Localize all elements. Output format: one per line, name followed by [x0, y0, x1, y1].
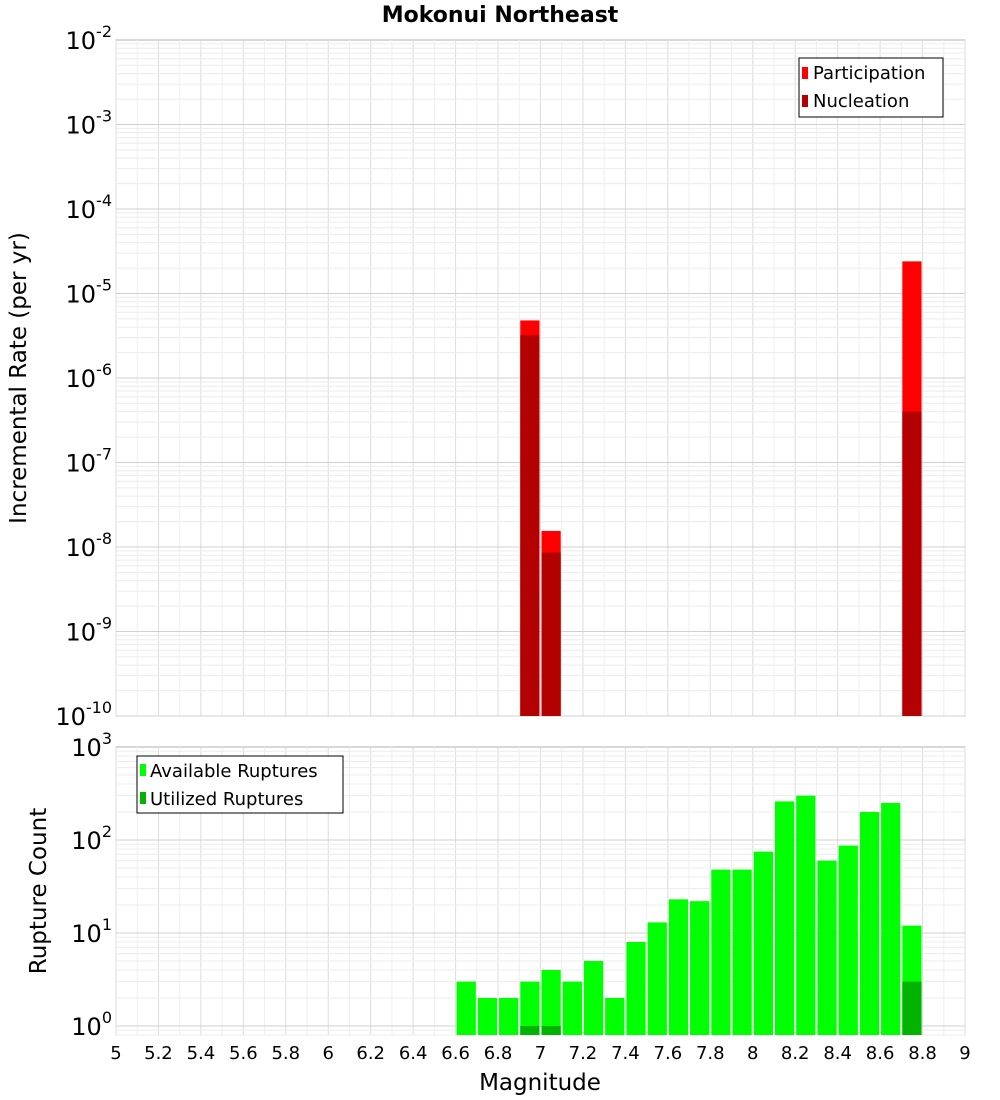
bar-available-ruptures: [859, 812, 880, 1035]
bar-available-ruptures: [796, 795, 816, 1035]
x-tick-label: 7: [535, 1043, 546, 1064]
top-y-axis-label: Incremental Rate (per yr): [6, 232, 32, 524]
bar-available-ruptures: [881, 802, 901, 1035]
bar-nucleation: [520, 335, 540, 716]
bar-utilized-ruptures: [902, 981, 922, 1035]
legend-label-utilized: Utilized Ruptures: [150, 789, 303, 810]
x-tick-label: 6.4: [399, 1043, 428, 1064]
chart-title: Mokonui Northeast: [382, 3, 619, 28]
bar-nucleation: [541, 552, 561, 716]
y-tick-label: 10-8: [66, 529, 113, 562]
y-tick-label: 10-2: [66, 22, 113, 55]
x-tick-label: 5.4: [187, 1043, 216, 1064]
y-tick-label: 100: [71, 1008, 112, 1041]
y-tick-label: 10-4: [66, 191, 113, 224]
x-tick-label: 5.2: [144, 1043, 173, 1064]
bar-available-ruptures: [668, 899, 689, 1035]
bar-available-ruptures: [477, 997, 498, 1035]
legend-swatch-participation: [802, 67, 808, 79]
bar-available-ruptures: [838, 845, 858, 1035]
bar-available-ruptures: [541, 969, 561, 1035]
x-tick-label: 6.6: [441, 1043, 470, 1064]
x-tick-label: 6: [323, 1043, 334, 1064]
bar-available-ruptures: [774, 801, 795, 1035]
x-tick-label: 7.4: [611, 1043, 640, 1064]
legend-swatch-utilized: [140, 792, 146, 804]
y-tick-label: 10-6: [66, 360, 113, 393]
x-tick-label: 8.4: [823, 1043, 852, 1064]
bar-available-ruptures: [753, 851, 773, 1035]
bar-available-ruptures: [605, 997, 625, 1035]
legend-swatch-nucleation: [802, 95, 808, 107]
y-tick-label: 101: [71, 915, 112, 948]
top-legend: Participation Nucleation: [798, 57, 944, 118]
bottom-y-tick-labels: 100 101 102 103: [71, 729, 112, 1041]
x-tick-label: 9: [959, 1043, 970, 1064]
y-tick-label: 10-7: [66, 445, 113, 478]
x-tick-label: 6.8: [484, 1043, 513, 1064]
bar-available-ruptures: [520, 981, 540, 1035]
x-axis-label: Magnitude: [479, 1070, 601, 1096]
y-tick-label: 102: [71, 822, 112, 855]
x-tick-label: 8.2: [781, 1043, 810, 1064]
bottom-legend-box: [136, 755, 344, 814]
x-tick-label: 8: [747, 1043, 758, 1064]
top-legend-box: [798, 57, 944, 118]
bar-available-ruptures: [562, 981, 582, 1035]
x-tick-label: 8.8: [908, 1043, 937, 1064]
legend-label-available: Available Ruptures: [150, 761, 318, 782]
legend-swatch-available: [140, 764, 146, 776]
bar-available-ruptures: [732, 869, 752, 1035]
bar-available-ruptures: [647, 922, 667, 1035]
x-tick-label: 5.8: [271, 1043, 300, 1064]
bar-available-ruptures: [499, 997, 519, 1035]
bar-available-ruptures: [711, 869, 731, 1035]
y-tick-label: 10-5: [66, 276, 113, 309]
x-tick-label: 7.6: [654, 1043, 683, 1064]
top-gridlines: [115, 40, 966, 717]
bottom-y-axis-label: Rupture Count: [26, 808, 52, 974]
x-tick-labels: 5 5.2 5.4 5.6 5.8 6 6.2 6.4 6.6 6.8 7 7.2 7.4 7.6 7.8 8…: [110, 1043, 970, 1064]
top-bars: [520, 261, 922, 716]
legend-label-nucleation: Nucleation: [813, 91, 909, 112]
x-tick-label: 5: [110, 1043, 121, 1064]
x-tick-label: 6.2: [356, 1043, 385, 1064]
y-tick-label: 10-10: [55, 698, 112, 731]
x-tick-label: 5.6: [229, 1043, 258, 1064]
y-tick-label: 10-9: [66, 614, 113, 647]
bottom-panel: 100 101 102 103 5 5.2 5.4 5.6 5.8 6 6.2 6.4 6.6 6.8 7…: [26, 729, 971, 1096]
y-tick-label: 10-3: [66, 107, 113, 140]
x-tick-label: 7.2: [569, 1043, 598, 1064]
bar-available-ruptures: [583, 960, 604, 1035]
bar-utilized-ruptures: [520, 1025, 540, 1035]
bar-available-ruptures: [817, 860, 837, 1035]
bar-utilized-ruptures: [541, 1025, 561, 1035]
x-tick-label: 7.8: [696, 1043, 725, 1064]
bar-available-ruptures: [456, 981, 476, 1035]
top-y-tick-labels: 10-10 10-9 10-8 10-7 10-6 10-5 10-4 10-3 10-2: [55, 22, 112, 731]
bar-nucleation: [902, 411, 922, 716]
top-panel: 10-10 10-9 10-8 10-7 10-6 10-5 10-4 10-3 10-2 In…: [6, 22, 966, 731]
bar-available-ruptures: [626, 942, 646, 1035]
bar-available-ruptures: [690, 901, 710, 1035]
y-tick-label: 103: [71, 729, 112, 762]
bottom-bars: [456, 795, 922, 1035]
bottom-legend: Available Ruptures Utilized Ruptures: [136, 755, 344, 814]
x-tick-label: 8.6: [866, 1043, 895, 1064]
legend-label-participation: Participation: [813, 63, 925, 84]
